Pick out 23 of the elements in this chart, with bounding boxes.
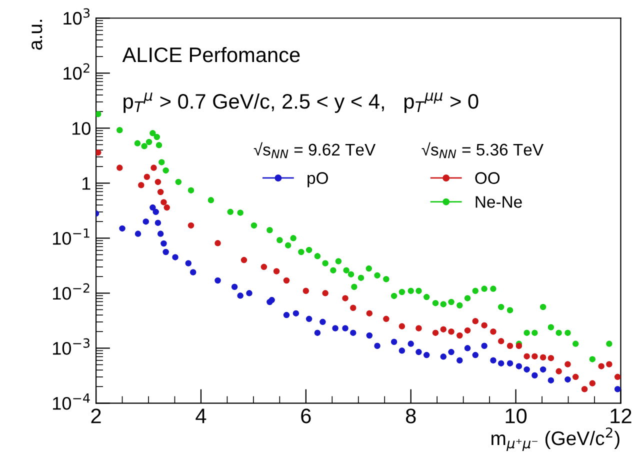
x-axis-title: m$_{μ⁺μ⁻}$ (GeV/c$^{2}$) — [492, 427, 620, 452]
y-tick-label: 10$^{−3}$ — [53, 338, 90, 355]
x-tick-label: 12 — [610, 408, 632, 424]
legend-label: OO — [475, 172, 500, 184]
x-tick-label: 10 — [506, 408, 527, 424]
y-tick-label: 10$^{2}$ — [64, 63, 90, 80]
y-tick-label: 10$^{−1}$ — [53, 228, 90, 245]
y-tick-label: 10$^{3}$ — [64, 8, 90, 25]
annotation: p$_{T}$$^{μ}$ > 0.7 GeV/c, 2.5 < y < 4, p$_{T}$$^{μμ}$ > 0 — [124, 92, 478, 113]
y-tick-label: 1 — [82, 177, 90, 190]
legend-label: pO — [308, 172, 328, 188]
x-tick-label: 8 — [406, 408, 416, 424]
x-tick-label: 6 — [301, 408, 311, 424]
y-tick-label: 10$^{−2}$ — [53, 283, 90, 300]
annotation: ALICE Perfomance — [122, 46, 300, 62]
annotation: √s$_{NN}$ = 5.36 TeV — [422, 142, 544, 158]
y-tick-label: 10$^{−4}$ — [53, 393, 90, 410]
y-axis-title: a.u. — [32, 20, 42, 50]
x-tick-label: 2 — [91, 408, 101, 424]
x-tick-label: 4 — [196, 408, 206, 424]
annotation: √s$_{NN}$ = 9.62 TeV — [254, 142, 376, 158]
y-tick-label: 10 — [72, 122, 90, 135]
legend-label: Ne-Ne — [476, 196, 522, 208]
